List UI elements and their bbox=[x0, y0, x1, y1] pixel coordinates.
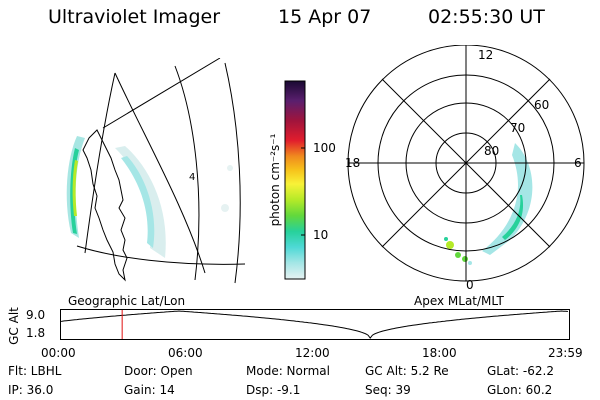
colorbar-tick-100: 100 bbox=[313, 141, 336, 155]
instrument-title: Ultraviolet Imager bbox=[48, 6, 221, 28]
altitude-curve bbox=[60, 310, 568, 339]
altitude-plot-frame bbox=[60, 309, 570, 340]
altitude-xtick-0600: 06:00 bbox=[168, 346, 203, 360]
status-filter: Flt: LBHL bbox=[8, 364, 62, 378]
altitude-xtick-2359: 23:59 bbox=[548, 346, 583, 360]
grid-marker-label: 4 bbox=[189, 172, 195, 183]
altitude-xtick-0000: 00:00 bbox=[41, 346, 76, 360]
status-dsp: Dsp: -9.1 bbox=[246, 383, 301, 397]
altitude-xtick-1200: 12:00 bbox=[295, 346, 330, 360]
status-seq: Seq: 39 bbox=[365, 383, 411, 397]
mlt-label-18: 18 bbox=[345, 156, 360, 170]
colorbar-scale bbox=[284, 80, 306, 280]
mlt-label-6: 6 bbox=[574, 156, 582, 170]
apex-aurora-emission bbox=[444, 143, 533, 265]
status-glat: GLat: -62.2 bbox=[487, 364, 554, 378]
observation-date: 15 Apr 07 bbox=[278, 6, 372, 28]
apex-grid bbox=[347, 45, 585, 282]
geographic-map-panel: 4 bbox=[66, 58, 246, 284]
status-glon: GLon: 60.2 bbox=[487, 383, 553, 397]
geographic-aurora-emission bbox=[66, 136, 233, 258]
colorbar-tick-10: 10 bbox=[313, 228, 329, 242]
geographic-grid-lines bbox=[76, 58, 246, 284]
altitude-plot bbox=[60, 309, 570, 340]
status-door: Door: Open bbox=[124, 364, 193, 378]
mlt-label-0: 0 bbox=[466, 278, 474, 290]
colorbar bbox=[284, 80, 306, 280]
status-mode: Mode: Normal bbox=[246, 364, 330, 378]
geographic-panel-label: Geographic Lat/Lon bbox=[68, 294, 186, 308]
lat-label-70: 70 bbox=[510, 121, 525, 135]
colorbar-unit-label: photon cm⁻²s⁻¹ bbox=[268, 133, 282, 227]
observation-time: 02:55:30 UT bbox=[428, 6, 545, 28]
apex-polar-plot: 12 18 6 0 60 70 80 bbox=[345, 45, 585, 290]
altitude-xtick-1800: 18:00 bbox=[422, 346, 457, 360]
altitude-ylabel: GC Alt bbox=[7, 307, 21, 345]
altitude-ytick-low: 1.8 bbox=[26, 326, 46, 340]
lat-label-60: 60 bbox=[534, 98, 549, 112]
lat-label-80: 80 bbox=[484, 144, 499, 158]
coastline bbox=[82, 129, 128, 282]
mlt-label-12: 12 bbox=[478, 48, 493, 62]
altitude-ytick-high: 9.0 bbox=[26, 308, 46, 322]
apex-panel-label: Apex MLat/MLT bbox=[414, 294, 504, 308]
status-ip: IP: 36.0 bbox=[8, 383, 54, 397]
status-gain: Gain: 14 bbox=[124, 383, 175, 397]
status-gc-alt: GC Alt: 5.2 Re bbox=[365, 364, 449, 378]
